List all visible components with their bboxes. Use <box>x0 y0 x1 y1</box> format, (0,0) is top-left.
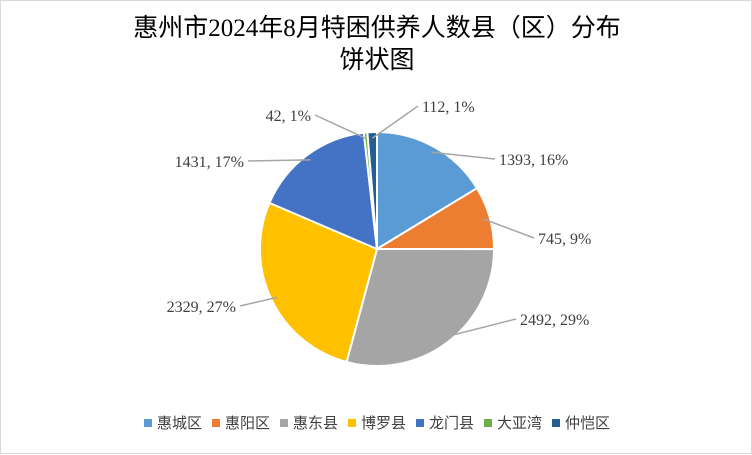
legend-swatch <box>347 418 356 427</box>
pie-slice-惠城区 <box>376 130 479 251</box>
data-label: 42, 1% <box>266 108 311 125</box>
legend-item: 惠东县 <box>279 412 338 433</box>
pie-slice-博罗县 <box>259 201 379 364</box>
legend-swatch <box>416 418 424 427</box>
pie-slice-仲恺区 <box>366 130 378 250</box>
legend-swatch <box>552 418 561 427</box>
data-label: 745, 9% <box>538 231 591 248</box>
pie-slice-惠东县 <box>345 247 496 367</box>
legend-item: 博罗县 <box>347 412 406 433</box>
legend-swatch <box>211 418 220 427</box>
leader-line <box>444 318 517 338</box>
data-label: 2329, 27% <box>167 299 236 316</box>
legend-item: 惠阳区 <box>211 412 270 433</box>
legend-item: 惠城区 <box>143 412 202 433</box>
leader-line <box>431 151 496 160</box>
legend-label: 惠东县 <box>292 414 338 432</box>
legend-swatch <box>279 418 288 427</box>
leader-line <box>239 296 278 307</box>
legend-swatch <box>143 418 152 427</box>
legend-label: 大亚湾 <box>497 414 543 432</box>
data-label: 1393, 16% <box>499 152 568 169</box>
legend-label: 博罗县 <box>360 414 406 432</box>
legend-swatch <box>484 418 493 427</box>
chart-title: 惠州市2024年8月特困供养人数县（区）分布 饼状图 <box>133 15 621 74</box>
legend-label: 龙门县 <box>429 414 475 432</box>
legend-label: 惠阳区 <box>224 414 270 432</box>
leader-line <box>314 114 367 140</box>
legend-label: 惠城区 <box>156 414 202 432</box>
leader-line <box>371 105 419 139</box>
data-label: 112, 1% <box>422 99 475 116</box>
data-label: 2492, 29% <box>520 312 589 329</box>
leader-line <box>247 159 311 162</box>
legend: 惠城区 惠阳区 惠东县 博罗县 龙门县 大亚湾 仲恺区 <box>1 412 752 433</box>
legend-item: 仲恺区 <box>552 412 610 433</box>
leader-line <box>483 218 535 239</box>
legend-label: 仲恺区 <box>565 414 611 432</box>
legend-item: 大亚湾 <box>484 412 542 433</box>
data-label: 1431, 17% <box>175 154 244 171</box>
legend-item: 龙门县 <box>416 412 474 433</box>
